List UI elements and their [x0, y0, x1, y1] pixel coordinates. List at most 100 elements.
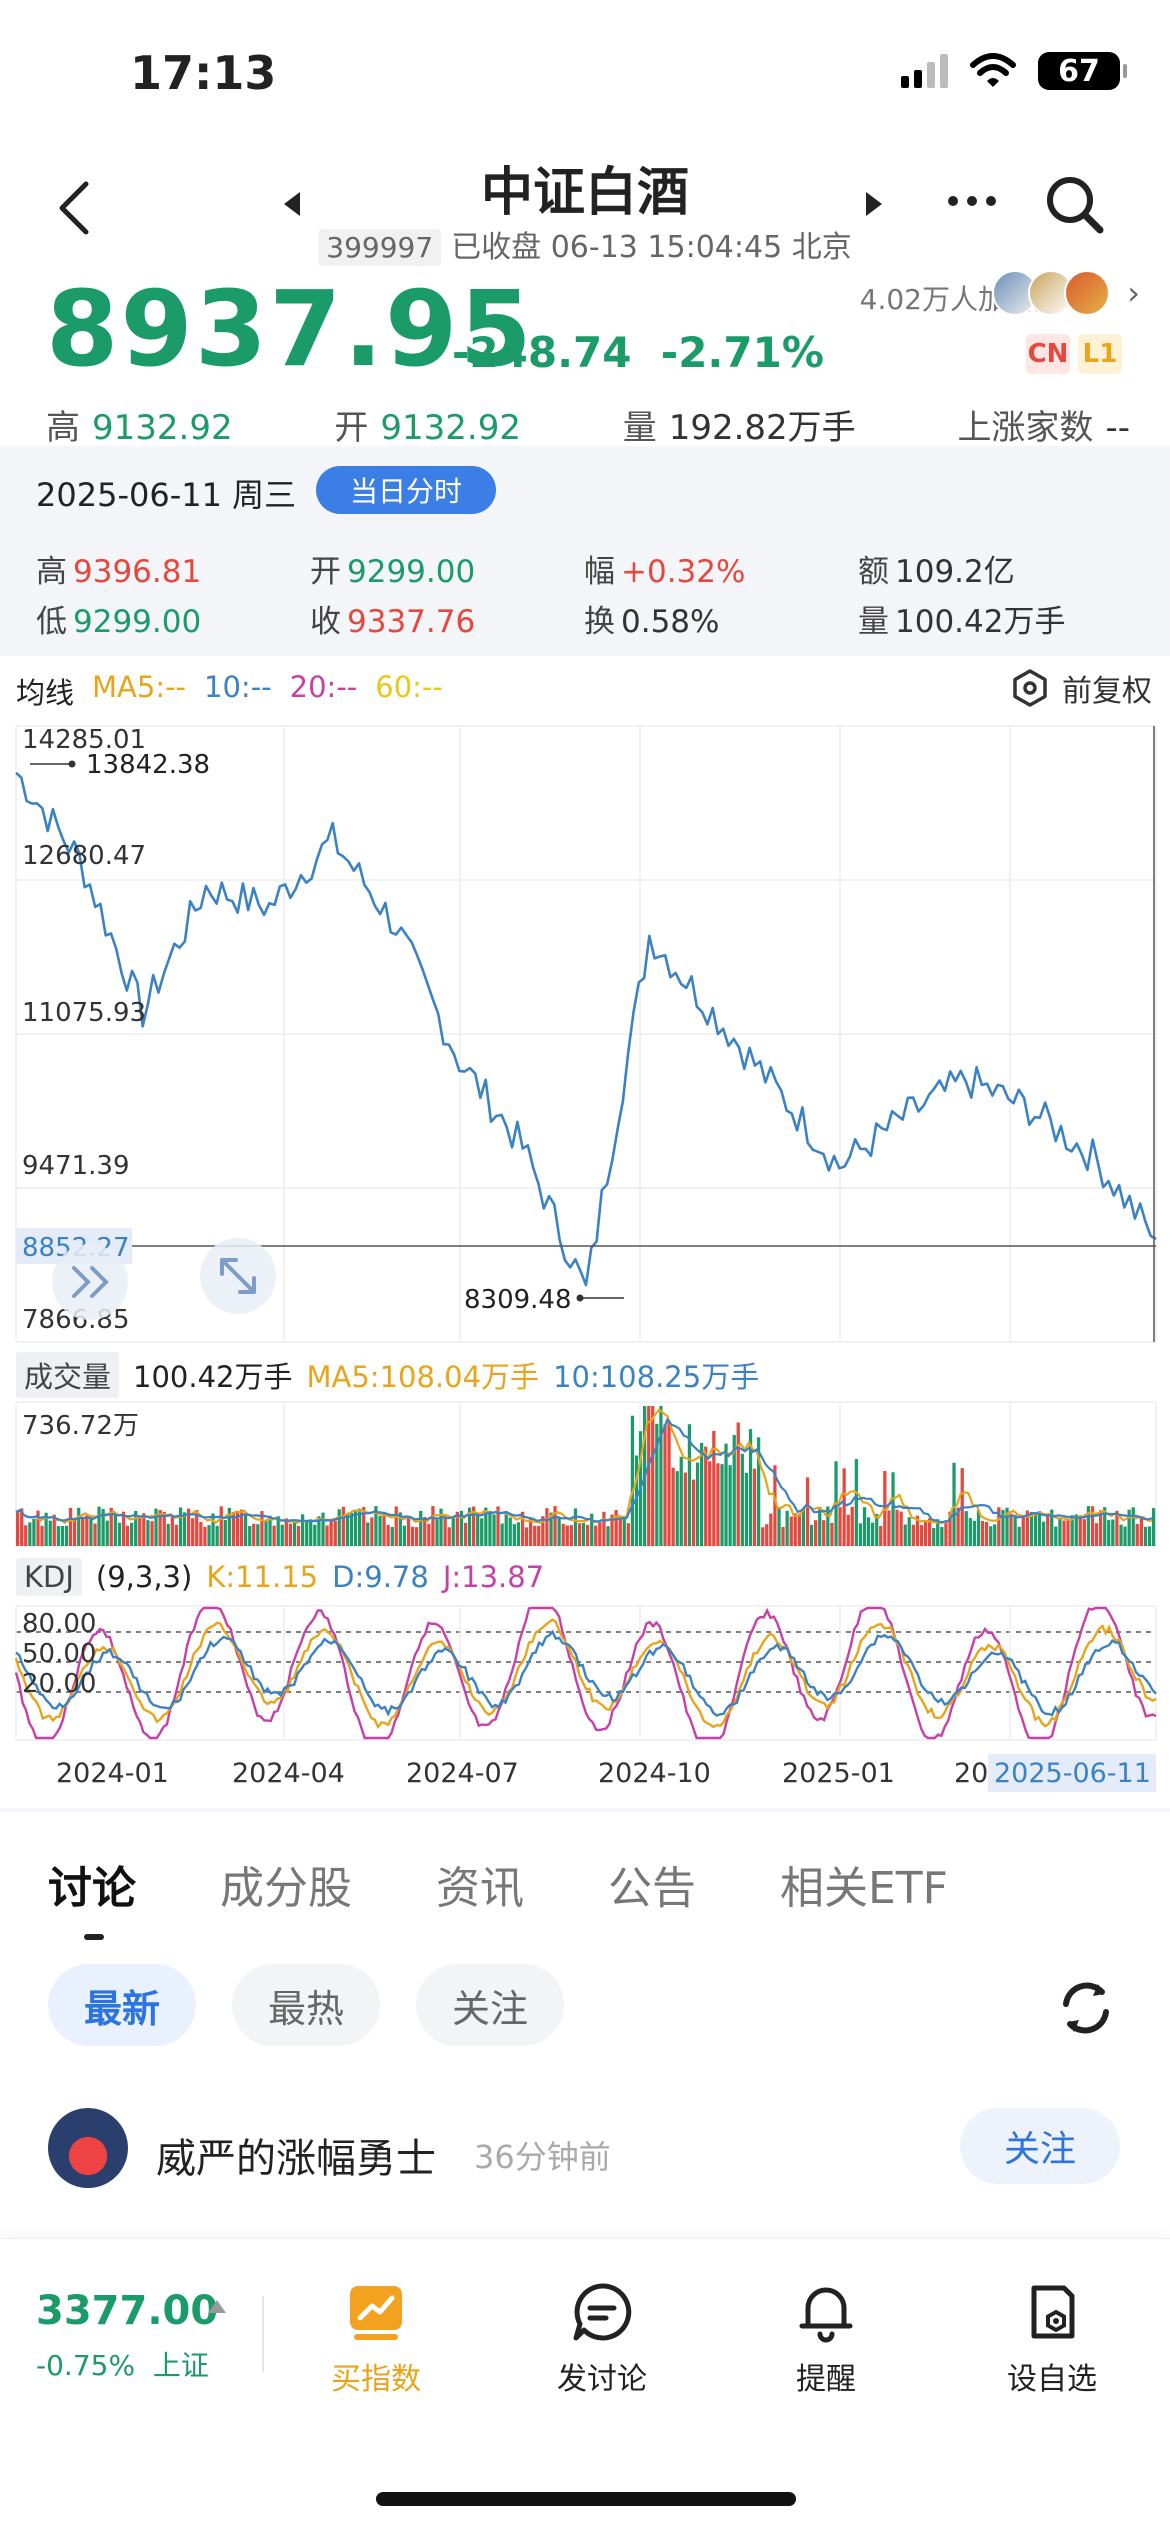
- follower-avatars[interactable]: [992, 270, 1110, 316]
- expand-left-button[interactable]: [52, 1244, 128, 1320]
- volume-bar: [691, 1479, 696, 1546]
- volume-bar: [415, 1527, 419, 1546]
- watchlist-settings-icon: [1031, 2285, 1075, 2339]
- search-icon[interactable]: [1042, 172, 1106, 236]
- refresh-icon[interactable]: [1054, 1976, 1118, 2040]
- x-tick-label: 2024-04: [232, 1758, 345, 1789]
- volume-chart[interactable]: 736.72万: [0, 1400, 1170, 1548]
- tab-news[interactable]: 资讯: [436, 1863, 524, 1914]
- volume-bar: [679, 1456, 683, 1546]
- volume-bar: [533, 1525, 537, 1546]
- index-ticker-price[interactable]: 3377.00: [36, 2288, 219, 2334]
- ma10-value: 10:--: [204, 670, 272, 704]
- stat-label: 开: [334, 408, 369, 448]
- volume-bar: [419, 1510, 423, 1546]
- volume-bar: [956, 1507, 960, 1546]
- filter-following[interactable]: 关注: [416, 1964, 565, 2046]
- volume-bar: [52, 1514, 56, 1546]
- volume-bar: [919, 1525, 924, 1546]
- volume-bar: [928, 1518, 932, 1546]
- current-price: 8937.95: [46, 268, 534, 390]
- low-annotation: 8309.48: [464, 1285, 572, 1315]
- volume-bar: [154, 1508, 158, 1546]
- avatar[interactable]: [48, 2108, 128, 2188]
- volume-bar: [211, 1513, 215, 1546]
- volume-bar: [858, 1523, 863, 1546]
- x-tick-label: 2024-01: [56, 1758, 169, 1789]
- kdj-d: D:9.78: [332, 1560, 429, 1594]
- cn-badge: CN: [1026, 334, 1070, 374]
- y-tick-label: 12680.47: [22, 841, 146, 871]
- volume-bar: [671, 1467, 675, 1546]
- volume-bar: [329, 1521, 333, 1546]
- volume-bar: [814, 1520, 818, 1546]
- volume-bar: [557, 1517, 561, 1546]
- volume-bar: [215, 1525, 219, 1546]
- volume-bar: [191, 1518, 195, 1546]
- high-annotation-dot: [68, 760, 76, 768]
- volume-bar: [73, 1519, 77, 1546]
- day-stat-label: 量: [858, 604, 889, 640]
- volume-bar: [1127, 1509, 1131, 1546]
- chevron-right-icon[interactable]: ›: [1127, 274, 1140, 312]
- next-index-arrow-icon[interactable]: [866, 192, 882, 216]
- more-icon[interactable]: [948, 196, 996, 206]
- volume-bar: [948, 1511, 952, 1546]
- volume-bar: [647, 1406, 651, 1546]
- day-turnover: 换 0.58%: [584, 596, 719, 641]
- tab-discussion[interactable]: 讨论: [48, 1852, 136, 1940]
- volume-bar: [634, 1455, 639, 1546]
- volume-bar: [516, 1522, 521, 1546]
- volume-bar: [182, 1512, 187, 1546]
- volume-bar: [854, 1459, 858, 1546]
- volume-bar: [655, 1423, 659, 1546]
- prev-index-arrow-icon[interactable]: [284, 192, 300, 216]
- volume-bar: [56, 1526, 60, 1546]
- volume-bar: [752, 1468, 757, 1546]
- ma-legend[interactable]: 均线 MA5:-- 10:-- 20:-- 60:--: [16, 670, 443, 712]
- intraday-button[interactable]: 当日分时: [316, 466, 496, 514]
- alert-button[interactable]: 提醒: [746, 2280, 906, 2398]
- volume-bar: [936, 1519, 940, 1546]
- volume-bar: [565, 1525, 569, 1546]
- volume-bar: [773, 1465, 777, 1546]
- volume-bar: [842, 1468, 846, 1546]
- wifi-icon: [970, 53, 1016, 87]
- kdj-level-label: 80.00: [22, 1609, 96, 1639]
- volume-bar: [805, 1477, 810, 1546]
- volume-bar: [952, 1462, 956, 1546]
- price-chart[interactable]: 14285.01 12680.47 11075.93 9471.39 7866.…: [0, 716, 1170, 1346]
- volume-bar: [911, 1524, 915, 1546]
- volume-bar: [134, 1510, 138, 1546]
- day-close: 收 9337.76: [310, 596, 475, 641]
- volume-bar: [248, 1526, 252, 1546]
- add-watchlist-button[interactable]: 设自选: [972, 2280, 1132, 2398]
- volume-bar: [732, 1434, 736, 1546]
- tab-related-etf[interactable]: 相关ETF: [780, 1863, 948, 1914]
- post-discussion-button[interactable]: 发讨论: [522, 2280, 682, 2398]
- tab-constituents[interactable]: 成分股: [220, 1863, 352, 1914]
- filter-latest[interactable]: 最新: [48, 1964, 197, 2046]
- adjust-button[interactable]: 前复权: [1010, 666, 1152, 710]
- back-arrow-icon[interactable]: [52, 178, 96, 238]
- follow-button[interactable]: 关注: [960, 2108, 1120, 2184]
- volume-bar: [822, 1520, 826, 1546]
- stat-up-count: 上涨家数 --: [957, 400, 1130, 449]
- volume-bar: [675, 1471, 679, 1546]
- fullscreen-button[interactable]: [200, 1238, 276, 1314]
- volume-bar: [887, 1510, 891, 1546]
- volume-bar: [1029, 1511, 1034, 1546]
- stat-high: 高 9132.92: [46, 400, 233, 449]
- volume-bar: [797, 1513, 801, 1546]
- kdj-chart[interactable]: 80.00 50.00 20.00 2024-01 2024-04 2024-0…: [0, 1604, 1170, 1804]
- volume-bar: [850, 1506, 854, 1546]
- volume-bar: [573, 1508, 578, 1546]
- post-username[interactable]: 威严的涨幅勇士: [156, 2136, 436, 2182]
- index-ticker-change[interactable]: -0.75% 上证: [36, 2344, 209, 2384]
- buy-index-button[interactable]: 买指数: [296, 2280, 456, 2398]
- volume-bar: [358, 1508, 362, 1546]
- volume-bar: [923, 1521, 928, 1546]
- high-annotation: 13842.38: [86, 750, 210, 780]
- tab-announcements[interactable]: 公告: [608, 1863, 696, 1914]
- filter-hottest[interactable]: 最热: [232, 1964, 381, 2046]
